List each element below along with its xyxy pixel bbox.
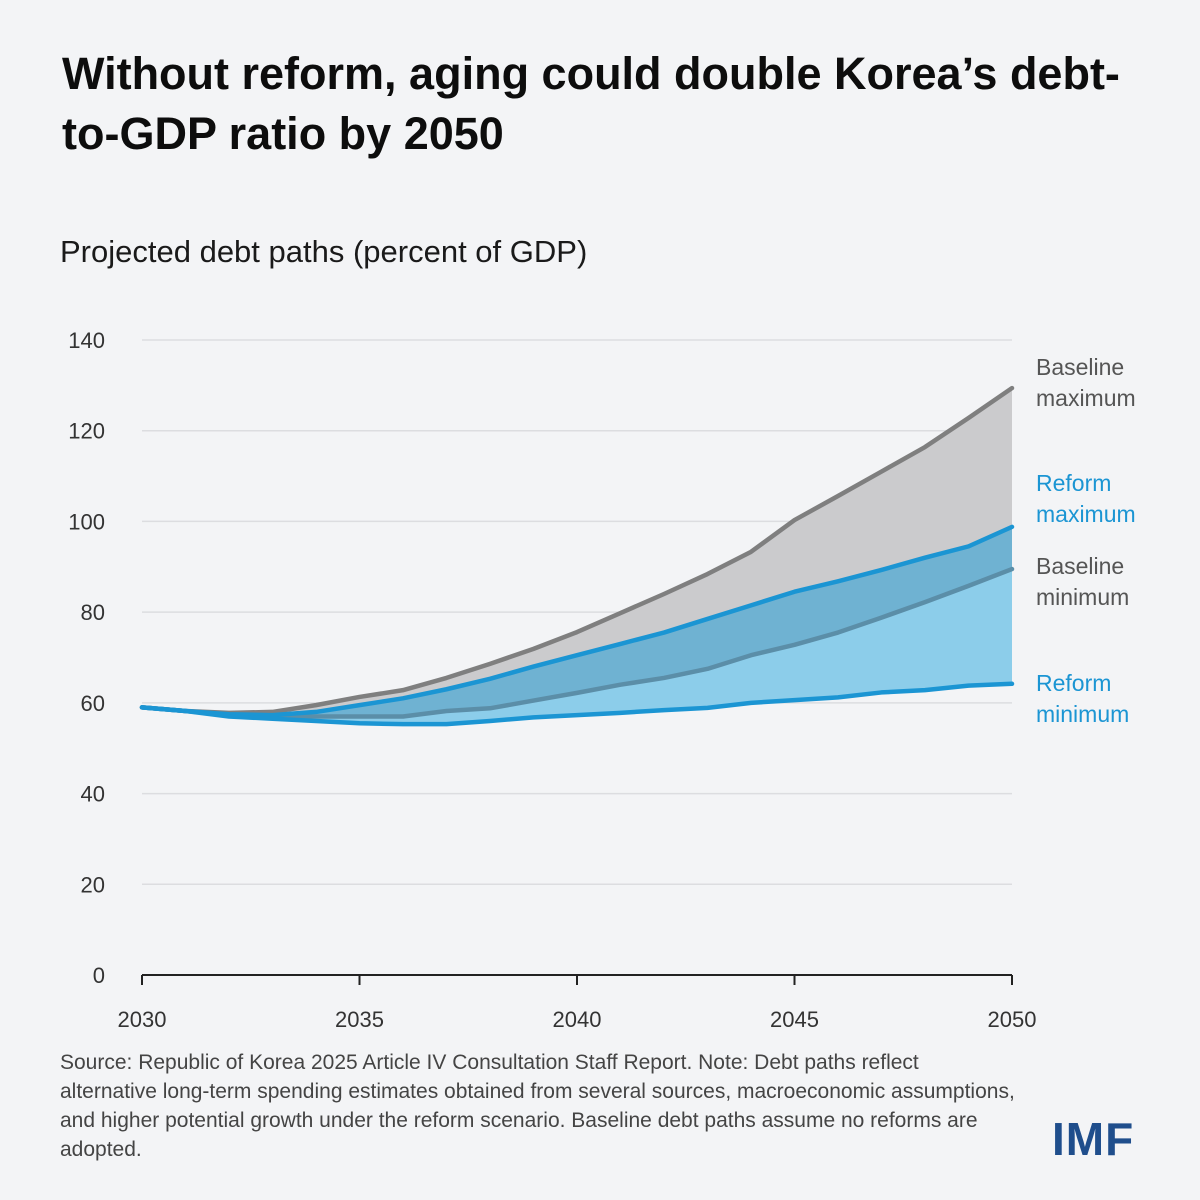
chart-title: Without reform, aging could double Korea… — [62, 48, 1120, 159]
series-label: minimum — [1036, 701, 1129, 727]
series-line-baseline-minimum — [139, 566, 1015, 719]
x-tick-label: 2040 — [553, 1007, 602, 1032]
series-label: Baseline — [1036, 354, 1124, 380]
x-tick-label: 2045 — [770, 1007, 819, 1032]
series-label: Reform — [1036, 670, 1111, 696]
series-line-baseline-maximum — [139, 385, 1015, 716]
series-label: maximum — [1036, 501, 1136, 527]
baseline-min-band-area — [142, 569, 1012, 725]
chart-subtitle: Projected debt paths (percent of GDP) — [60, 234, 588, 269]
series-line-reform-minimum — [139, 681, 1015, 727]
series-label: Baseline — [1036, 553, 1124, 579]
y-tick-label: 120 — [68, 419, 105, 444]
series-label: minimum — [1036, 584, 1129, 610]
y-tick-label: 0 — [93, 963, 105, 988]
series-label: Reform — [1036, 470, 1111, 496]
x-tick-label: 2030 — [118, 1007, 167, 1032]
y-tick-label: 100 — [68, 509, 105, 534]
x-tick-label: 2050 — [988, 1007, 1037, 1032]
y-tick-label: 60 — [81, 691, 105, 716]
x-tick-label: 2035 — [335, 1007, 384, 1032]
y-tick-label: 80 — [81, 600, 105, 625]
imf-logo: IMF — [1052, 1113, 1135, 1165]
series-label: maximum — [1036, 385, 1136, 411]
y-tick-label: 20 — [81, 872, 105, 897]
source-note: Source: Republic of Korea 2025 Article I… — [60, 1051, 1015, 1161]
y-tick-label: 40 — [81, 782, 105, 807]
series-line-reform-maximum — [139, 524, 1015, 718]
y-tick-label: 140 — [68, 328, 105, 353]
